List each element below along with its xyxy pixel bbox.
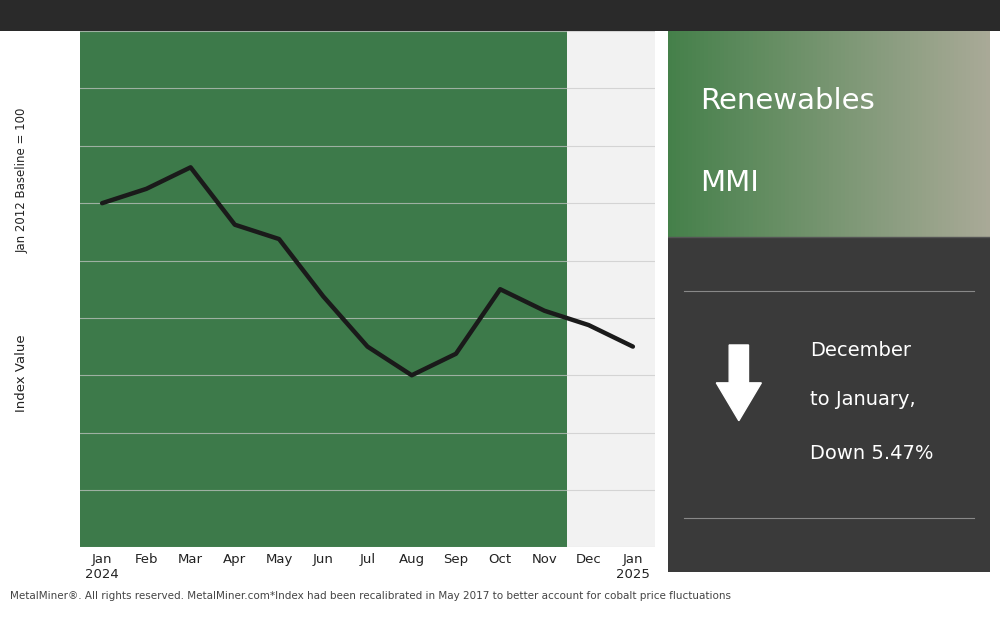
Bar	[970, 31, 974, 237]
Bar	[801, 31, 805, 237]
Bar	[797, 31, 801, 237]
Text: *Index had been recalibrated in May 2017 to better account for cobalt price fluc: *Index had been recalibrated in May 2017…	[270, 591, 730, 601]
Bar	[885, 31, 889, 237]
Bar	[942, 31, 946, 237]
Bar	[833, 31, 837, 237]
Bar	[978, 31, 982, 237]
Bar	[781, 31, 785, 237]
Text: to January,: to January,	[810, 389, 915, 409]
Bar	[974, 31, 978, 237]
FancyArrow shape	[716, 345, 761, 420]
Bar	[966, 31, 970, 237]
Bar	[712, 31, 716, 237]
Bar	[793, 31, 797, 237]
Bar	[805, 31, 809, 237]
Bar	[765, 31, 769, 237]
Bar	[910, 31, 914, 237]
Text: Down 5.47%: Down 5.47%	[810, 443, 933, 463]
Bar	[857, 31, 861, 237]
Bar	[922, 31, 926, 237]
Bar	[934, 31, 938, 237]
Bar	[773, 31, 777, 237]
Bar	[950, 31, 954, 237]
Text: Index Value: Index Value	[15, 335, 29, 412]
Bar	[680, 31, 684, 237]
Bar	[853, 31, 857, 237]
Bar	[869, 31, 873, 237]
Bar	[744, 31, 748, 237]
Bar	[897, 31, 901, 237]
Bar	[724, 31, 728, 237]
Bar	[926, 31, 930, 237]
Bar	[881, 31, 885, 237]
Text: MMI: MMI	[700, 169, 759, 197]
Bar	[688, 31, 692, 237]
Bar	[567, 31, 655, 547]
Bar	[672, 31, 676, 237]
Bar	[736, 31, 740, 237]
Bar	[958, 31, 962, 237]
Bar	[708, 31, 712, 237]
Bar	[761, 31, 765, 237]
Bar	[813, 31, 817, 237]
Bar	[757, 31, 761, 237]
Bar	[809, 31, 813, 237]
Bar	[889, 31, 893, 237]
Bar	[825, 31, 829, 237]
Bar	[668, 31, 672, 237]
Text: Jan 2012 Baseline = 100: Jan 2012 Baseline = 100	[15, 108, 29, 253]
Bar	[841, 31, 845, 237]
Bar	[914, 31, 918, 237]
Bar	[789, 31, 793, 237]
Bar	[740, 31, 744, 237]
Bar	[821, 31, 825, 237]
Bar	[938, 31, 942, 237]
Bar	[837, 31, 841, 237]
Bar	[849, 31, 853, 237]
Bar	[777, 31, 781, 237]
Text: Renewables: Renewables	[700, 88, 875, 116]
Bar	[845, 31, 849, 237]
Bar	[829, 31, 833, 237]
Bar	[962, 31, 966, 237]
Bar	[873, 31, 877, 237]
Bar	[692, 31, 696, 237]
Bar	[861, 31, 865, 237]
Text: MetalMiner®. All rights reserved. MetalMiner.com: MetalMiner®. All rights reserved. MetalM…	[10, 591, 270, 601]
Bar	[769, 31, 773, 237]
Bar	[918, 31, 922, 237]
Bar	[982, 31, 986, 237]
Bar	[877, 31, 881, 237]
Bar	[893, 31, 897, 237]
Bar	[704, 31, 708, 237]
Bar	[865, 31, 869, 237]
Bar	[753, 31, 757, 237]
Bar	[676, 31, 680, 237]
Bar	[986, 31, 990, 237]
Bar	[748, 31, 753, 237]
Text: December: December	[810, 341, 911, 360]
Bar	[732, 31, 736, 237]
Bar	[901, 31, 905, 237]
Bar	[946, 31, 950, 237]
Bar	[930, 31, 934, 237]
Bar	[696, 31, 700, 237]
Bar	[700, 31, 704, 237]
Bar	[728, 31, 732, 237]
Bar	[684, 31, 688, 237]
Bar	[905, 31, 910, 237]
Bar	[785, 31, 789, 237]
Bar	[720, 31, 724, 237]
Bar	[716, 31, 720, 237]
Bar	[817, 31, 821, 237]
Bar	[954, 31, 958, 237]
